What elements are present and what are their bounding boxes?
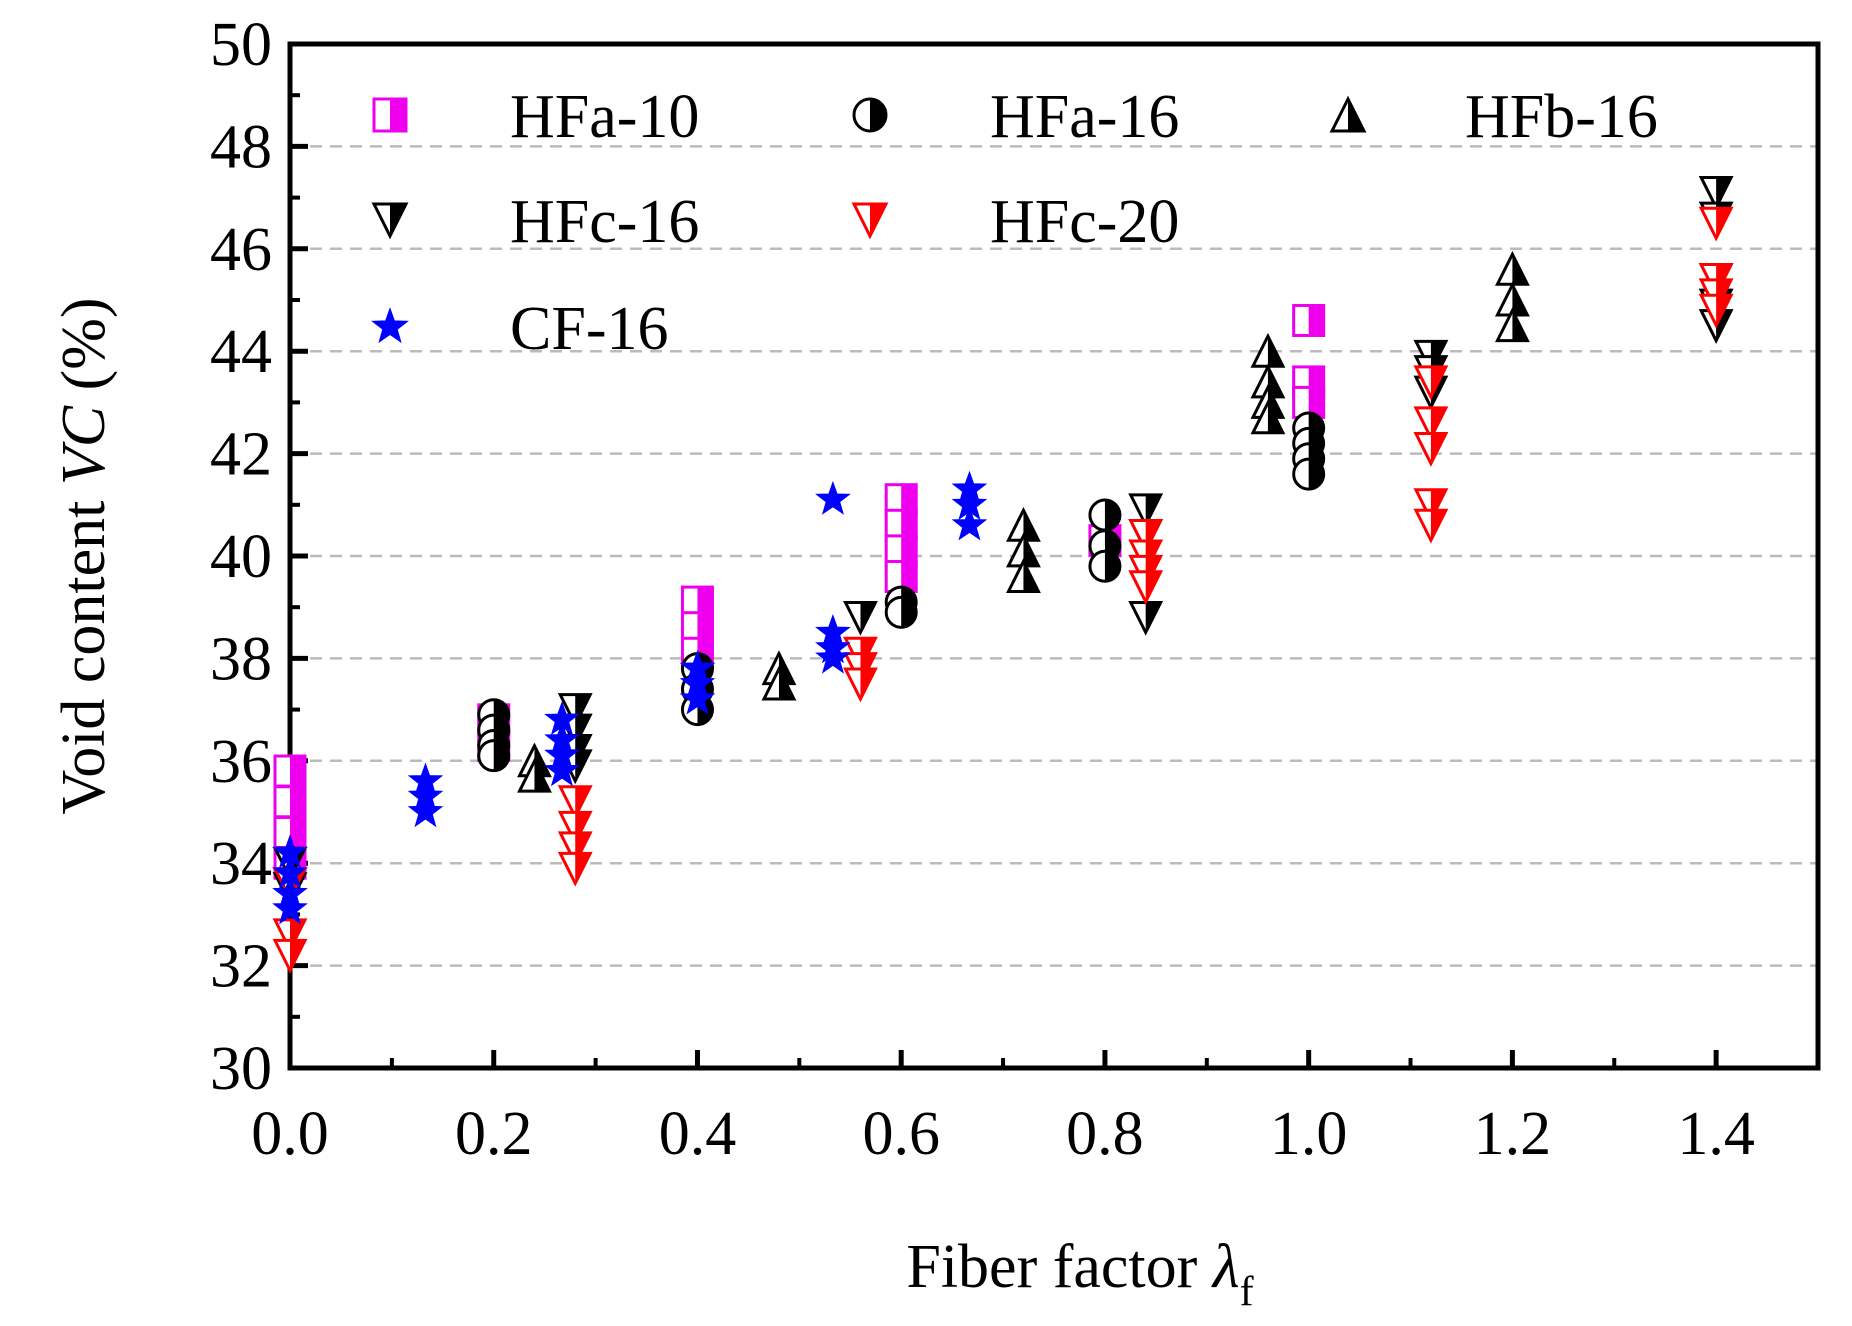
data-point xyxy=(1494,307,1530,343)
data-point xyxy=(477,739,511,773)
legend: HFa-10 HFa-16 HFb-16 HFc-16 HFc-20 CF-16 xyxy=(371,83,1658,363)
data-point xyxy=(273,785,307,819)
legend-label: CF-16 xyxy=(510,295,668,363)
data-point xyxy=(679,680,716,715)
y-tick-label: 30 xyxy=(210,1035,272,1103)
data-point xyxy=(1088,498,1122,532)
legend-marker xyxy=(851,202,889,240)
data-point xyxy=(1128,493,1164,529)
y-tick-label: 34 xyxy=(210,830,272,898)
series-hfb-16 xyxy=(517,250,1530,793)
data-point xyxy=(761,665,797,701)
legend-marker xyxy=(1329,95,1367,133)
y-tick-label: 32 xyxy=(210,933,272,1001)
data-point xyxy=(843,600,878,636)
data-point xyxy=(273,754,307,788)
y-tick-label: 44 xyxy=(210,318,272,386)
data-point xyxy=(1128,600,1164,636)
data-point xyxy=(884,595,918,629)
legend-label: HFc-16 xyxy=(510,188,699,256)
legend-marker xyxy=(372,97,408,133)
series-hfa-16 xyxy=(477,411,1326,773)
legend-label: HFc-20 xyxy=(990,188,1179,256)
legend-label: HFa-10 xyxy=(510,83,699,151)
data-point xyxy=(1128,570,1164,606)
data-point xyxy=(1413,365,1449,401)
legend-item: CF-16 xyxy=(371,295,668,363)
axis-ticks: 30 32 34 36 38 40 42 44 46 48 50 0.0 0.2 0.4 0.6 0.8 1.0… xyxy=(210,11,1755,1168)
y-tick-label: 36 xyxy=(210,728,272,796)
gridlines xyxy=(290,145,1818,967)
data-point xyxy=(557,785,593,821)
x-tick-label: 1.0 xyxy=(1270,1100,1348,1168)
data-point xyxy=(517,757,552,793)
legend-item: HFa-10 xyxy=(372,83,699,151)
y-tick-label: 48 xyxy=(210,113,272,181)
legend-label: HFb-16 xyxy=(1465,83,1658,151)
data-point xyxy=(1292,457,1326,491)
data-point xyxy=(1250,399,1286,435)
legend-item: HFc-20 xyxy=(851,188,1179,256)
data-point xyxy=(815,639,851,674)
data-point xyxy=(884,559,918,593)
data-point xyxy=(1006,532,1041,568)
data-point xyxy=(843,667,878,703)
data-point xyxy=(951,506,988,541)
y-axis-title: Void content VC (%) xyxy=(50,297,118,814)
data-point xyxy=(815,480,851,515)
legend-item: HFb-16 xyxy=(1329,83,1658,151)
x-axis-title: Fiber factor λf xyxy=(906,1233,1253,1315)
series-cf-16 xyxy=(272,470,988,925)
x-tick-label: 1.2 xyxy=(1474,1100,1552,1168)
data-point xyxy=(272,890,308,925)
data-point xyxy=(1292,303,1326,337)
data-point xyxy=(1006,558,1041,593)
data-point xyxy=(1698,293,1734,329)
data-point xyxy=(272,938,308,974)
x-tick-label: 0.6 xyxy=(862,1100,940,1168)
data-point xyxy=(1413,431,1449,467)
x-tick-label: 0.0 xyxy=(251,1100,329,1168)
x-tick-label: 0.4 xyxy=(659,1100,737,1168)
y-tick-label: 50 xyxy=(210,11,272,79)
data-point xyxy=(1413,406,1449,442)
data-point xyxy=(1698,206,1734,242)
data-points xyxy=(272,175,1734,974)
x-tick-label: 0.8 xyxy=(1066,1100,1144,1168)
data-point xyxy=(407,793,444,828)
y-tick-label: 40 xyxy=(210,523,272,591)
legend-item: HFa-16 xyxy=(852,83,1179,151)
legend-label: HFa-16 xyxy=(990,83,1179,151)
legend-marker xyxy=(371,307,409,344)
x-tick-label: 0.2 xyxy=(455,1100,533,1168)
data-point xyxy=(1494,250,1530,286)
data-point xyxy=(1088,549,1122,583)
legend-marker xyxy=(371,202,409,240)
legend-marker xyxy=(852,97,888,133)
legend-item: HFc-16 xyxy=(371,188,699,256)
data-point xyxy=(557,851,593,887)
data-point xyxy=(1698,175,1734,211)
x-tick-label: 1.4 xyxy=(1677,1100,1755,1168)
data-point xyxy=(1413,508,1449,544)
data-point xyxy=(544,752,580,787)
series-hfc-20 xyxy=(272,206,1734,974)
y-tick-label: 42 xyxy=(210,421,272,489)
y-tick-label: 46 xyxy=(210,216,272,284)
y-tick-label: 38 xyxy=(210,625,272,693)
